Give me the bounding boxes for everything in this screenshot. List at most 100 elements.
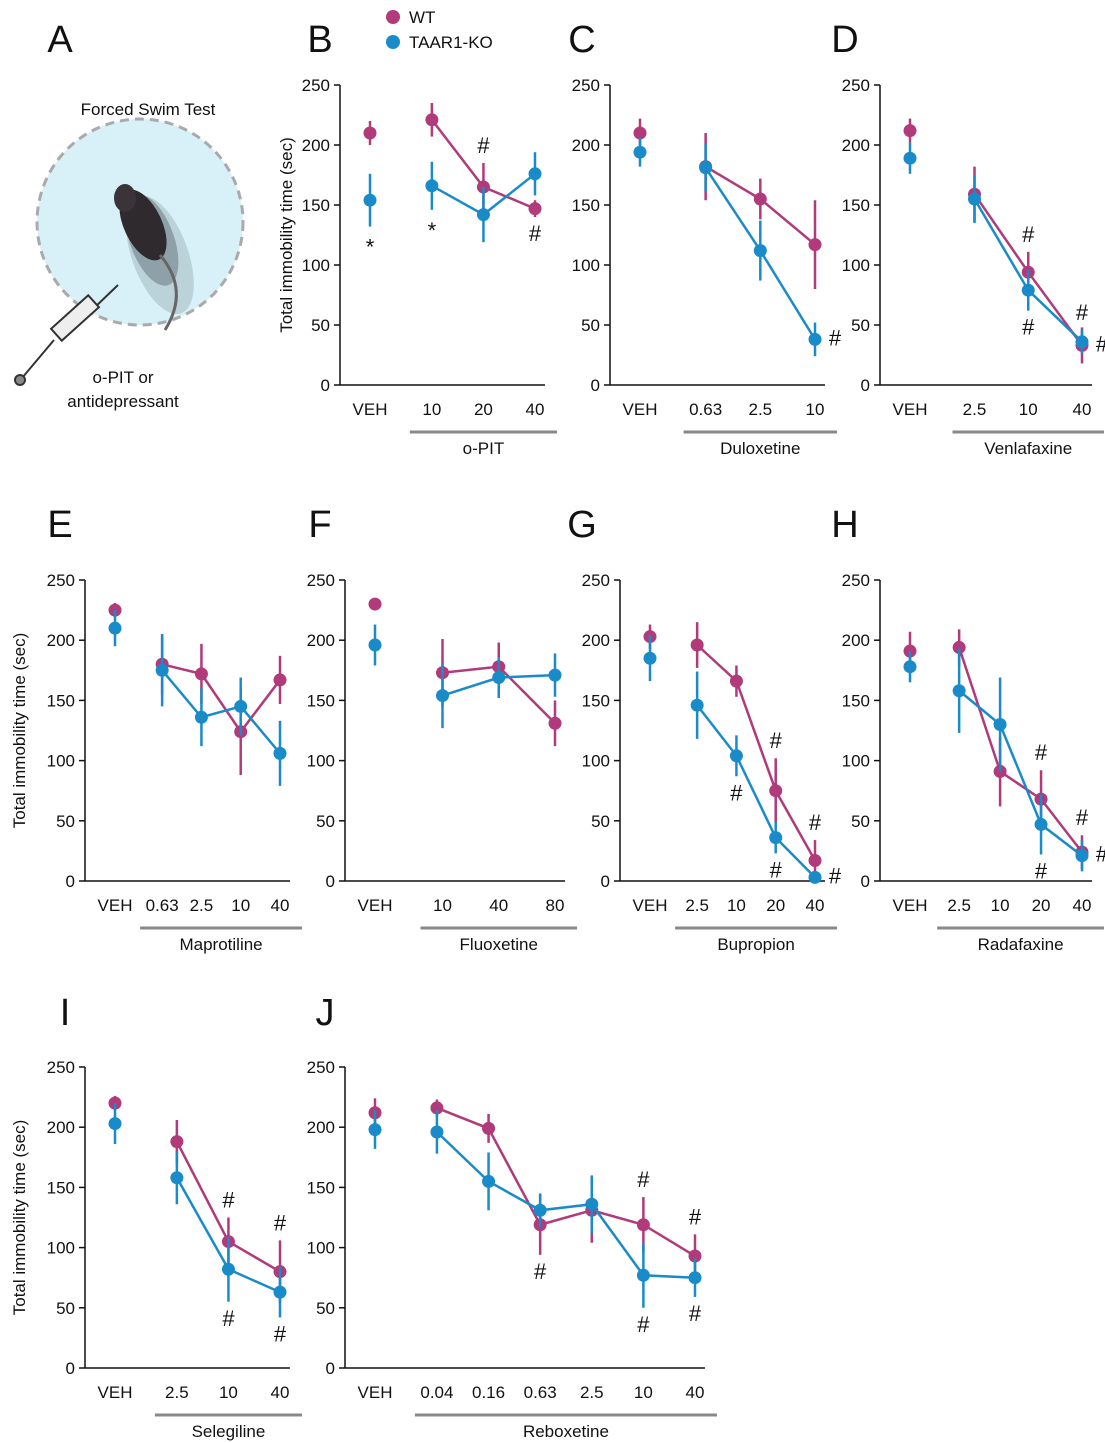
significance-marker: #	[1035, 740, 1048, 765]
y-tick-label: 200	[47, 631, 75, 650]
x-tick-label: 10	[422, 400, 441, 419]
x-tick-label: VEH	[633, 896, 668, 915]
x-tick-label: 80	[546, 896, 565, 915]
x-tick-label: 40	[686, 1383, 705, 1402]
y-tick-label: 0	[66, 872, 75, 891]
x-tick-label: 0.63	[689, 400, 722, 419]
y-tick-label: 50	[316, 812, 335, 831]
y-tick-label: 50	[851, 316, 870, 335]
data-point	[170, 1171, 184, 1185]
data-point	[533, 1203, 547, 1217]
significance-marker: #	[274, 1210, 287, 1235]
x-tick-label: 2.5	[748, 400, 772, 419]
y-tick-label: 250	[842, 76, 870, 95]
data-point	[633, 145, 647, 159]
y-tick-label: 0	[591, 376, 600, 395]
x-tick-label: VEH	[893, 400, 928, 419]
group-label: Radafaxine	[978, 935, 1064, 954]
data-point	[808, 854, 822, 868]
y-tick-label: 0	[861, 376, 870, 395]
x-tick-label: 10	[1019, 400, 1038, 419]
data-point	[952, 640, 966, 654]
significance-marker: #	[637, 1167, 650, 1192]
y-tick-label: 200	[572, 136, 600, 155]
data-point	[436, 689, 449, 703]
x-tick-label: 20	[474, 400, 493, 419]
x-tick-label: 20	[766, 896, 785, 915]
data-point	[368, 638, 382, 652]
data-point	[753, 192, 767, 206]
significance-marker: *	[428, 218, 437, 243]
x-tick-label: 20	[1032, 896, 1051, 915]
significance-marker: #	[222, 1306, 235, 1331]
x-tick-label: 2.5	[580, 1383, 604, 1402]
data-point	[155, 663, 169, 677]
y-tick-label: 0	[601, 872, 610, 891]
x-tick-label: 40	[1073, 400, 1092, 419]
significance-marker: #	[1022, 222, 1035, 247]
data-point	[1034, 817, 1048, 831]
y-tick-label: 50	[851, 812, 870, 831]
x-tick-label: 10	[219, 1383, 238, 1402]
significance-marker: #	[637, 1312, 650, 1337]
group-label: Selegiline	[192, 1422, 266, 1441]
y-tick-label: 100	[582, 752, 610, 771]
x-tick-label: 40	[271, 1383, 290, 1402]
significance-marker: #	[222, 1188, 235, 1213]
significance-marker: #	[689, 1204, 702, 1229]
y-tick-label: 0	[326, 1359, 335, 1378]
significance-marker: #	[1035, 859, 1048, 884]
y-tick-label: 0	[66, 1359, 75, 1378]
y-tick-label: 150	[47, 691, 75, 710]
data-point	[729, 749, 743, 763]
data-point	[643, 651, 657, 665]
y-tick-label: 50	[311, 316, 330, 335]
data-point	[528, 202, 542, 216]
y-tick-label: 150	[307, 1178, 335, 1197]
y-tick-label: 50	[56, 812, 75, 831]
significance-marker: #	[274, 1321, 287, 1346]
data-point	[273, 746, 287, 760]
data-point	[729, 674, 743, 688]
data-point	[368, 597, 382, 611]
data-point	[808, 332, 822, 346]
y-tick-label: 50	[581, 316, 600, 335]
y-tick-label: 100	[307, 752, 335, 771]
data-point	[476, 208, 490, 222]
data-point	[108, 1117, 122, 1131]
y-tick-label: 250	[572, 76, 600, 95]
y-tick-label: 200	[307, 1118, 335, 1137]
significance-marker: #	[529, 221, 542, 246]
y-tick-label: 0	[326, 872, 335, 891]
significance-marker: #	[730, 780, 743, 805]
y-axis-title: Total immobility time (sec)	[10, 1120, 29, 1316]
y-tick-label: 50	[56, 1299, 75, 1318]
group-label: Venlafaxine	[984, 439, 1072, 458]
significance-marker: #	[770, 857, 783, 882]
y-tick-label: 100	[47, 752, 75, 771]
significance-marker: #	[1076, 300, 1089, 325]
x-tick-label: 2.5	[947, 896, 971, 915]
data-point	[221, 1262, 235, 1276]
x-tick-label: 40	[1073, 896, 1092, 915]
data-point	[430, 1125, 444, 1139]
y-tick-label: 150	[302, 196, 330, 215]
data-point	[808, 870, 822, 884]
data-point	[636, 1218, 650, 1232]
x-tick-label: 10	[231, 896, 250, 915]
x-tick-label: 40	[271, 896, 290, 915]
x-tick-label: 0.63	[146, 896, 179, 915]
data-point	[273, 673, 287, 687]
group-label: Reboxetine	[523, 1422, 609, 1441]
x-tick-label: 2.5	[963, 400, 987, 419]
y-tick-label: 250	[47, 571, 75, 590]
significance-marker: #	[829, 863, 842, 888]
y-tick-label: 100	[47, 1239, 75, 1258]
significance-marker: #	[829, 325, 842, 350]
series-line	[436, 1106, 696, 1258]
x-tick-label: VEH	[358, 1383, 393, 1402]
data-point	[688, 1249, 702, 1263]
series-line	[958, 689, 1083, 857]
x-tick-label: VEH	[353, 400, 388, 419]
y-tick-label: 250	[307, 571, 335, 590]
